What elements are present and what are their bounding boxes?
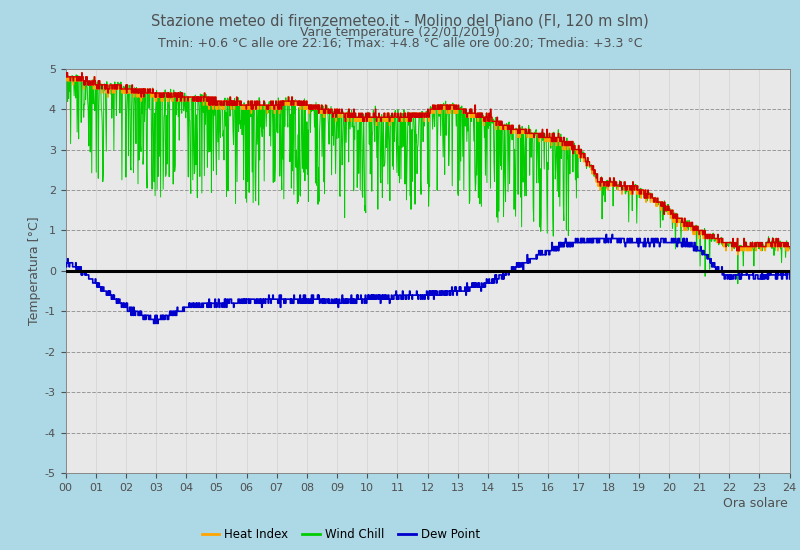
Text: Stazione meteo di firenzemeteo.it - Molino del Piano (FI, 120 m slm): Stazione meteo di firenzemeteo.it - Moli… xyxy=(151,14,649,29)
Text: Varie temperature (22/01/2019): Varie temperature (22/01/2019) xyxy=(300,26,500,39)
Text: Ora solare: Ora solare xyxy=(723,497,788,510)
Y-axis label: Temperatura [°C]: Temperatura [°C] xyxy=(27,217,41,325)
Text: Tmin: +0.6 °C alle ore 22:16; Tmax: +4.8 °C alle ore 00:20; Tmedia: +3.3 °C: Tmin: +0.6 °C alle ore 22:16; Tmax: +4.8… xyxy=(158,37,642,50)
